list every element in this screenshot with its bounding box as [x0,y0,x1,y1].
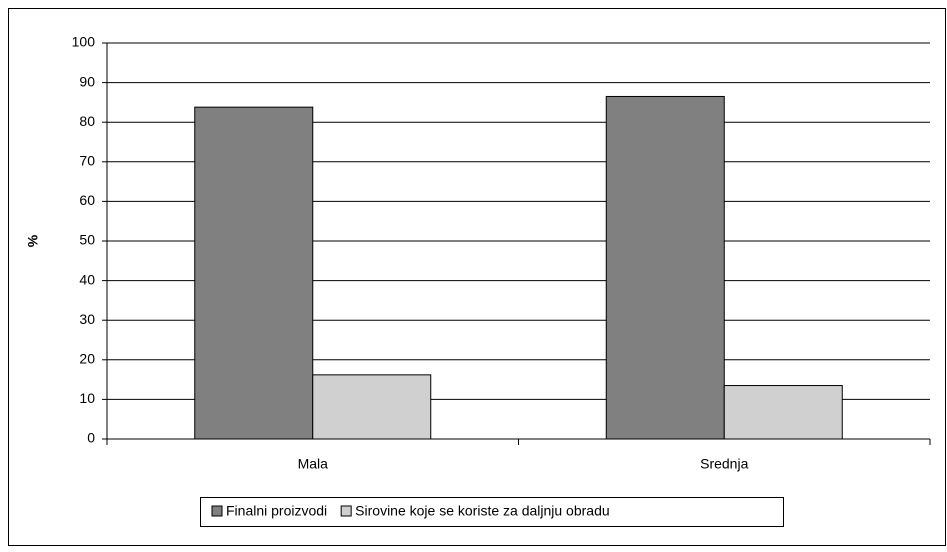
bar [723,385,843,440]
chart-border [8,8,946,546]
y-tick-label: 10 [79,390,95,406]
y-tick-label: 60 [79,192,95,208]
y-tick-label: 90 [79,73,95,89]
bar [194,106,314,440]
bar [312,374,432,440]
y-tick-label: 70 [79,153,95,169]
y-tick-label: 30 [79,311,95,327]
y-tick-label: 20 [79,351,95,367]
y-tick-label: 0 [87,430,95,446]
legend-label: Sirovine koje se koriste za daljnju obra… [355,503,609,519]
legend-box [200,497,784,527]
y-tick-label: 40 [79,271,95,287]
x-tick-label: Mala [298,456,329,472]
legend-label: Finalni proizvodi [226,503,327,519]
y-tick-label: 50 [79,232,95,248]
x-tick-label: Srednja [700,456,748,472]
y-tick-label: 100 [72,34,96,50]
y-tick-label: 80 [79,113,95,129]
y-axis-label: % [25,234,41,247]
bar [605,95,725,440]
legend-swatch [211,505,223,517]
legend-swatch [340,505,352,517]
